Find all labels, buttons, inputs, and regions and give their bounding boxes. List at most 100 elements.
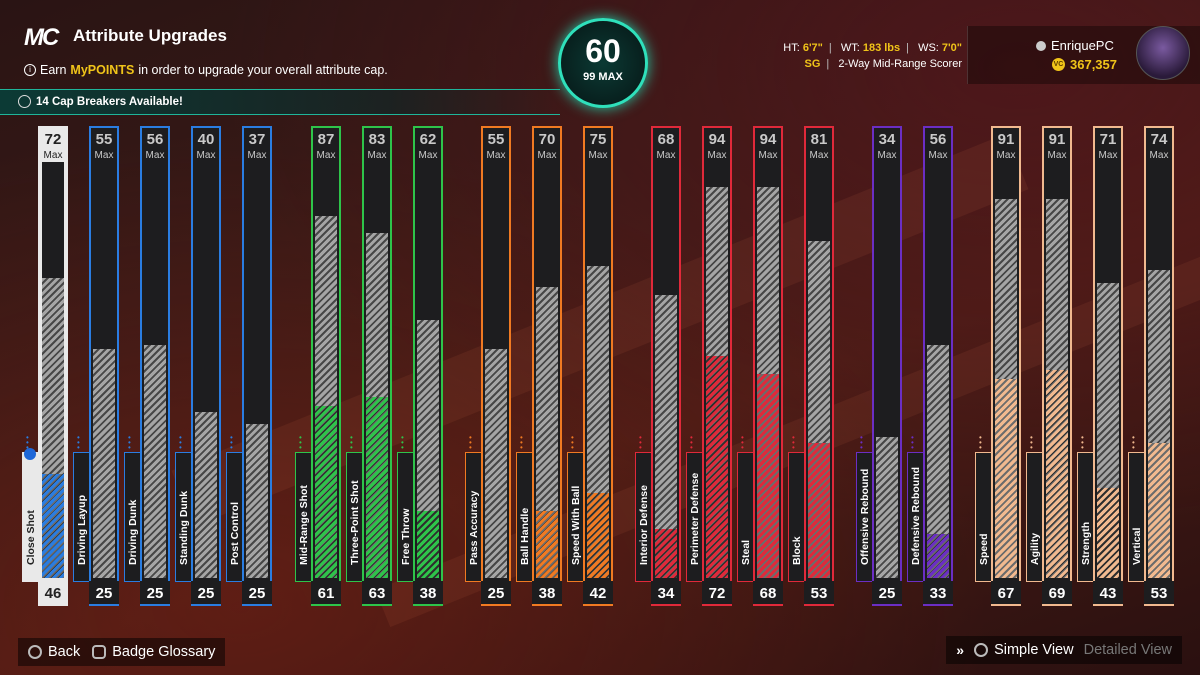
attribute-max: 70 [538, 131, 556, 148]
mypoints-label: MyPOINTS [70, 63, 135, 77]
cap-breakers-banner: 14 Cap Breakers Available! [0, 89, 560, 115]
attribute-bar[interactable]: 34 Max 25 Offensive Rebound • • • [856, 126, 902, 606]
attribute-current: 61 [311, 581, 341, 604]
attribute-max: 55 [95, 131, 113, 148]
attribute-name: Block [790, 536, 803, 565]
attribute-bar[interactable]: 55 Max 25 Driving Layup • • • [73, 126, 119, 606]
attribute-label-tab: Vertical [1128, 452, 1144, 582]
attribute-bar[interactable]: 72 Max 46 Close Shot ••• [22, 126, 68, 606]
attribute-label-tab: Pass Accuracy [465, 452, 481, 582]
dots-icon: ••• [860, 433, 863, 452]
attribute-name: Post Control [228, 502, 241, 565]
attribute-bar[interactable]: 62 Max 38 Free Throw • • • [397, 126, 443, 606]
info-icon: i [24, 64, 36, 76]
attribute-bar[interactable]: 81 Max 53 Block • • • [788, 126, 834, 606]
attribute-bar[interactable]: 37 Max 25 Post Control • • • [226, 126, 272, 606]
attribute-label-tab: Ball Handle [516, 452, 532, 582]
simple-view-label: Simple View [994, 642, 1074, 658]
attribute-current: 68 [753, 581, 783, 604]
attribute-label-tab: Free Throw [397, 452, 413, 582]
attribute-current: 53 [804, 581, 834, 604]
attribute-bar[interactable]: 94 Max 72 Perimeter Defense • • • [686, 126, 732, 606]
badge-glossary-button[interactable]: Badge Glossary [92, 644, 215, 660]
detailed-view-button[interactable]: Detailed View [1083, 642, 1172, 658]
attribute-name: Three-Point Shot [348, 480, 361, 565]
attribute-bar[interactable]: 56 Max 33 Defensive Rebound • • • [907, 126, 953, 606]
attribute-current-fill [706, 356, 728, 578]
attribute-cap-fill [927, 345, 949, 578]
attribute-current-fill [315, 406, 337, 578]
attribute-name: Ball Handle [518, 507, 531, 565]
max-label: Max [486, 150, 506, 161]
page-title: Attribute Upgrades [73, 26, 227, 45]
badge-glossary-label: Badge Glossary [112, 644, 216, 660]
dots-icon: ••• [299, 433, 302, 452]
user-panel: EnriquePC VC 367,357 [967, 26, 1200, 84]
attribute-bar[interactable]: 40 Max 25 Standing Dunk • • • [175, 126, 221, 606]
attribute-current: 25 [872, 581, 902, 604]
archetype-value: 2-Way Mid-Range Scorer [838, 58, 962, 70]
dots-icon: ••• [520, 433, 523, 452]
attribute-bar[interactable]: 71 Max 43 Strength • • • [1077, 126, 1123, 606]
attribute-bar[interactable]: 56 Max 25 Driving Dunk • • • [124, 126, 170, 606]
attribute-current: 38 [532, 581, 562, 604]
attribute-current: 25 [481, 581, 511, 604]
attribute-max: 83 [368, 131, 386, 148]
attribute-name: Close Shot [24, 510, 37, 565]
wingspan-label: WS: [918, 42, 939, 54]
attribute-max: 91 [1048, 131, 1066, 148]
dots-icon: ••• [469, 433, 472, 452]
attribute-max: 94 [759, 131, 777, 148]
attribute-bar[interactable]: 83 Max 63 Three-Point Shot • • • [346, 126, 392, 606]
attribute-current: 25 [140, 581, 170, 604]
attribute-label-tab: Defensive Rebound [907, 452, 923, 582]
max-label: Max [367, 150, 387, 161]
info-suffix: in order to upgrade your overall attribu… [138, 63, 388, 77]
attribute-current: 38 [413, 581, 443, 604]
attribute-max: 56 [146, 131, 164, 148]
attribute-label-tab: Offensive Rebound [856, 452, 872, 582]
attribute-name: Steal [739, 539, 752, 565]
dots-icon: ••• [639, 433, 642, 452]
attribute-current-fill [587, 493, 609, 578]
simple-view-button[interactable]: Simple View [974, 642, 1074, 658]
attribute-max: 75 [589, 131, 607, 148]
attribute-current: 69 [1042, 581, 1072, 604]
attribute-name: Offensive Rebound [858, 468, 871, 565]
attribute-bar[interactable]: 70 Max 38 Ball Handle • • • [516, 126, 562, 606]
attribute-bar[interactable]: 94 Max 68 Steal • • • [737, 126, 783, 606]
attribute-name: Agility [1028, 532, 1041, 565]
attribute-max: 87 [317, 131, 335, 148]
attribute-bar[interactable]: 91 Max 67 Speed • • • [975, 126, 1021, 606]
back-button[interactable]: Back [28, 644, 80, 660]
attribute-current-fill [1046, 370, 1068, 578]
max-label: Max [1098, 150, 1118, 161]
attribute-label-tab: Agility [1026, 452, 1042, 582]
vc-coin-icon: VC [1052, 58, 1065, 71]
attribute-cap-fill [536, 287, 558, 578]
attribute-name: Perimeter Defense [688, 472, 701, 565]
attribute-current-fill [927, 534, 949, 578]
max-label: Max [928, 150, 948, 161]
attribute-cap-fill [485, 349, 507, 578]
dots-icon: ••• [26, 433, 29, 452]
attribute-label-tab: Steal [737, 452, 753, 582]
max-label: Max [656, 150, 676, 161]
view-toggle: » Simple View Detailed View [946, 636, 1182, 664]
attribute-bar[interactable]: 75 Max 42 Speed With Ball • • • [567, 126, 613, 606]
attribute-bar[interactable]: 68 Max 34 Interior Defense • • • [635, 126, 681, 606]
dots-icon: ••• [741, 433, 744, 452]
cap-breakers-text: 14 Cap Breakers Available! [36, 95, 183, 108]
max-label: Max [43, 150, 63, 161]
max-label: Max [145, 150, 165, 161]
attribute-bar[interactable]: 91 Max 69 Agility • • • [1026, 126, 1072, 606]
attribute-bar[interactable]: 55 Max 25 Pass Accuracy • • • [465, 126, 511, 606]
attribute-current-fill [995, 379, 1017, 578]
playstation-icon [1036, 40, 1046, 51]
attribute-bar[interactable]: 87 Max 61 Mid-Range Shot • • • [295, 126, 341, 606]
attribute-cap-fill [195, 412, 217, 578]
attribute-bar[interactable]: 74 Max 53 Vertical • • • [1128, 126, 1174, 606]
attribute-label-tab: Speed [975, 452, 991, 582]
attribute-name: Vertical [1130, 527, 1143, 565]
attribute-label-tab: Interior Defense [635, 452, 651, 582]
